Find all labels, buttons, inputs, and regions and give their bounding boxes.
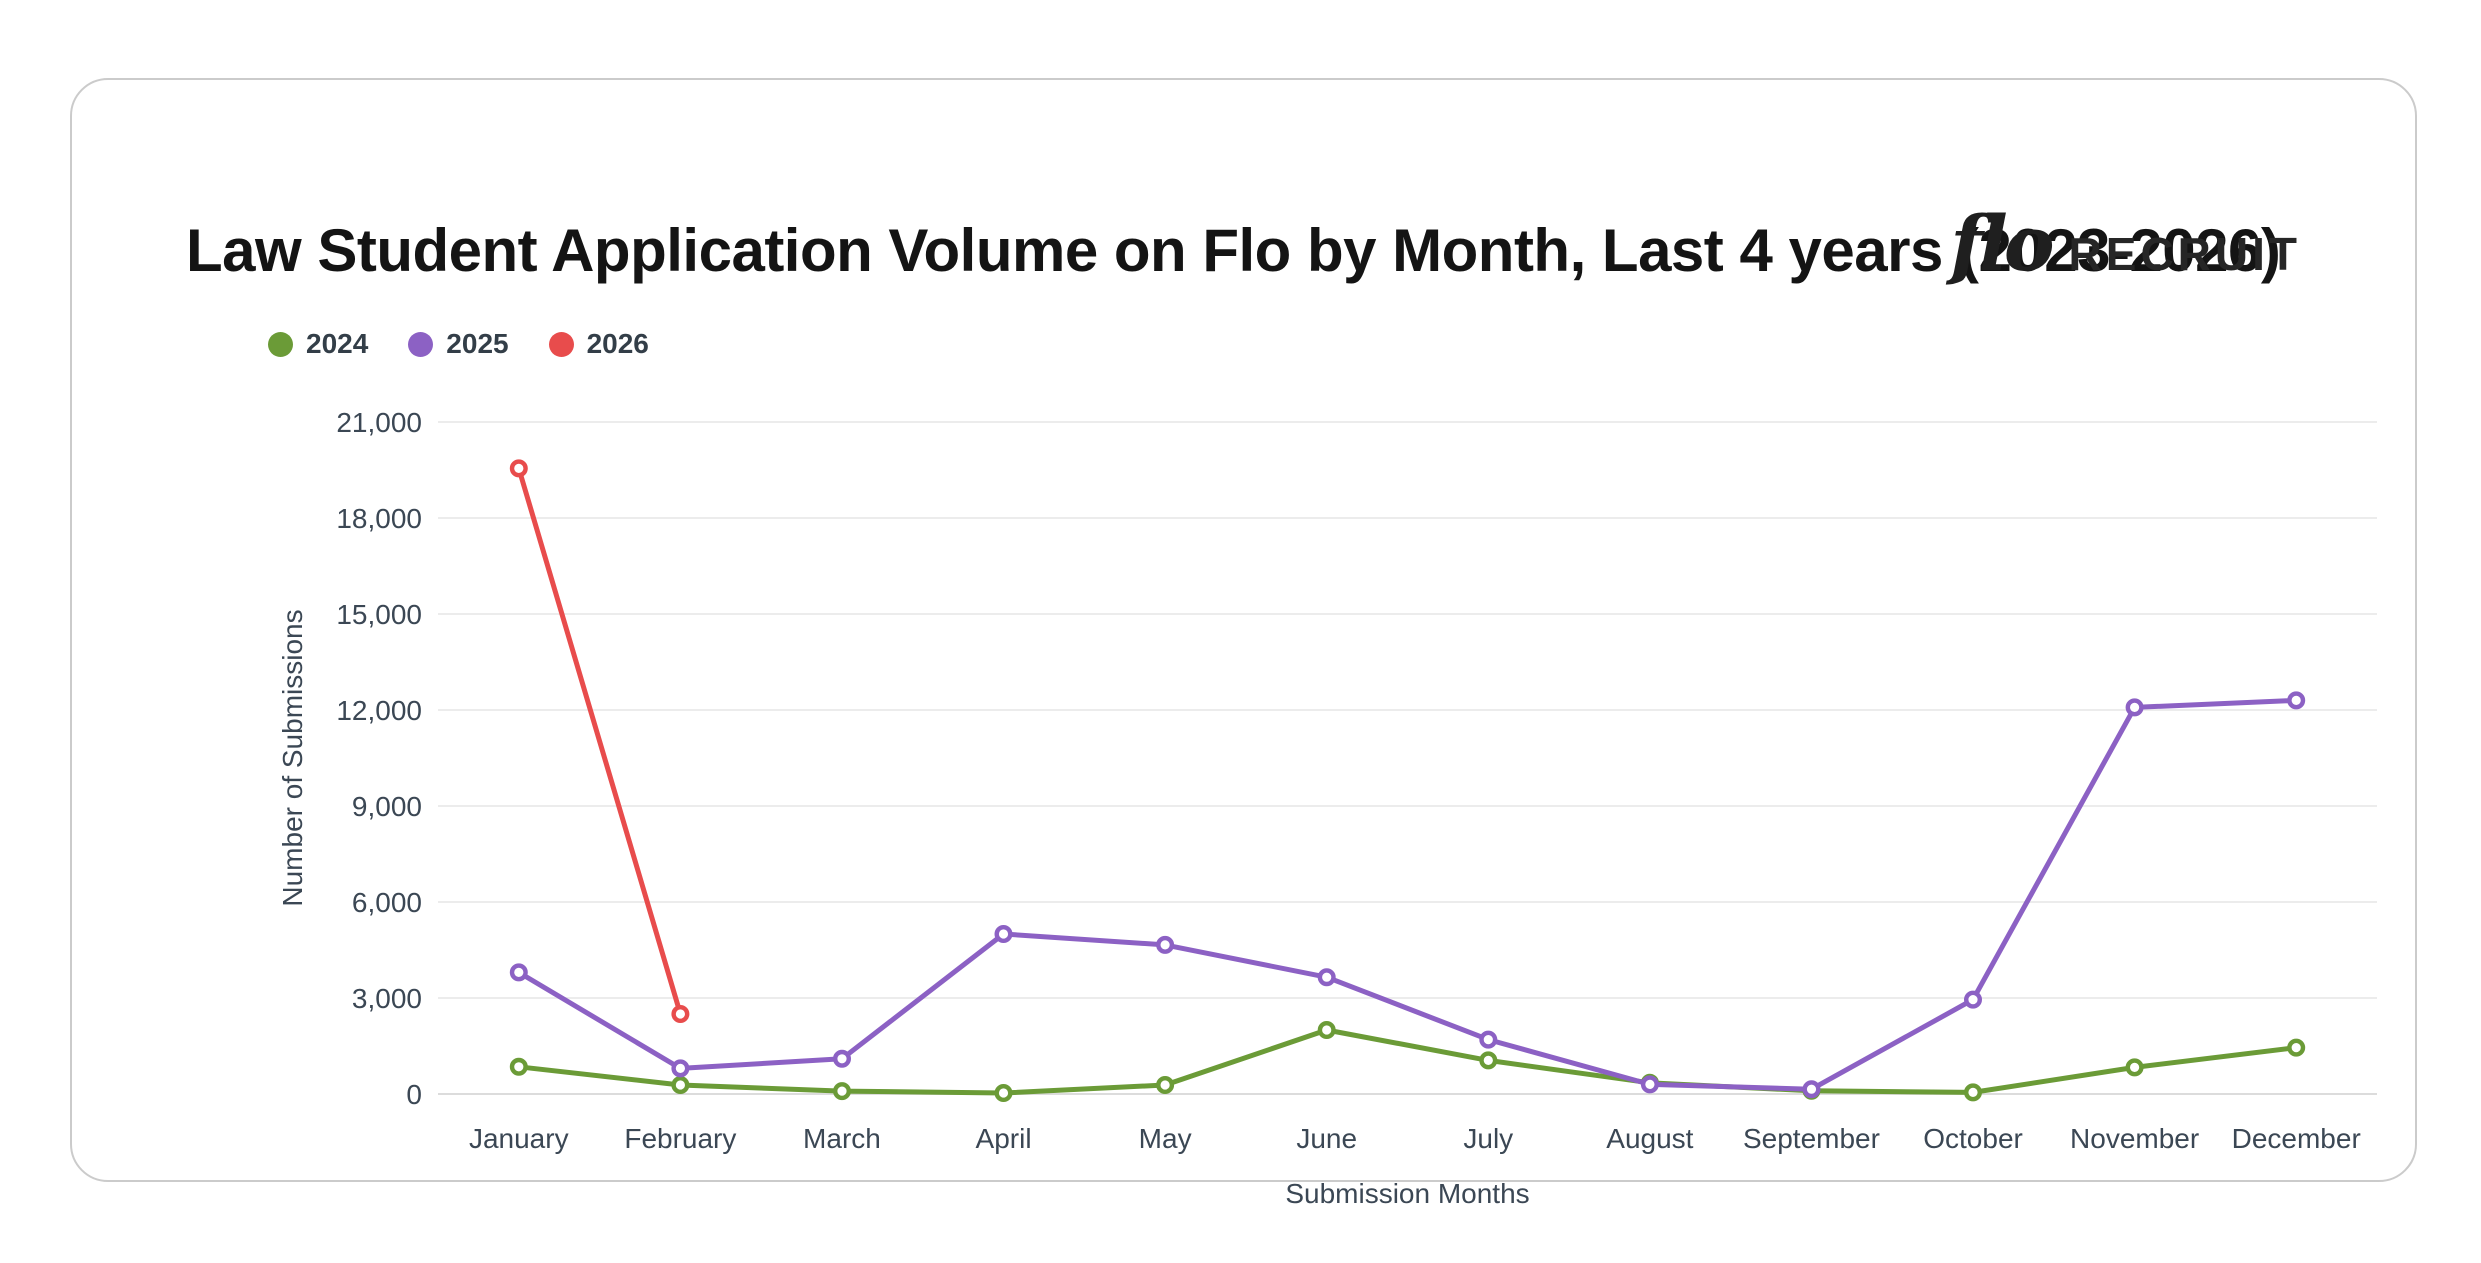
- legend-dot-2025: [408, 331, 434, 357]
- chart-card: Law Student Application Volume on Flo by…: [70, 78, 2417, 1209]
- flo-recruit-logo: flo RECRUIT: [1950, 206, 2301, 282]
- data-point-2024-November[interactable]: [2125, 1058, 2144, 1077]
- x-tick-label: November: [2070, 1123, 2199, 1154]
- legend-label: 2026: [586, 328, 649, 359]
- legend-item-2024[interactable]: 2024: [268, 328, 368, 360]
- data-point-2025-March[interactable]: [833, 1049, 852, 1068]
- data-point-2025-September[interactable]: [1802, 1080, 1821, 1099]
- chart-area: 0 3,000 6,000 9,000 12,000 15,000 18,000 21,000…: [222, 360, 2422, 1240]
- data-point-2025-January[interactable]: [509, 963, 528, 982]
- y-axis-title: Number of Submissions: [277, 609, 308, 906]
- data-point-2024-April[interactable]: [994, 1084, 1013, 1103]
- x-tick-label: October: [1923, 1123, 2023, 1154]
- x-tick-label: February: [624, 1123, 736, 1154]
- data-point-2025-June[interactable]: [1317, 968, 1336, 987]
- data-point-2024-March[interactable]: [833, 1082, 852, 1101]
- legend-label: 2024: [306, 328, 369, 359]
- legend-item-2025[interactable]: 2025: [408, 328, 509, 360]
- x-tick-label: December: [2232, 1123, 2361, 1154]
- chart-legend: 2024 2025 2026: [268, 328, 649, 360]
- logo-script-flo: flo: [1950, 199, 2054, 288]
- data-point-2024-May[interactable]: [1156, 1076, 1175, 1095]
- data-point-2024-February[interactable]: [671, 1076, 690, 1095]
- x-axis-title: Submission Months: [1285, 1178, 1529, 1209]
- data-point-2026-February[interactable]: [671, 1005, 690, 1024]
- data-point-2024-July[interactable]: [1479, 1051, 1498, 1070]
- y-tick-label: 18,000: [336, 503, 422, 534]
- x-tick-label: June: [1296, 1123, 1357, 1154]
- series-line-2025: [516, 697, 2299, 1092]
- x-tick-label: September: [1743, 1123, 1880, 1154]
- legend-dot-2026: [548, 331, 574, 357]
- data-point-2025-February[interactable]: [671, 1059, 690, 1078]
- y-tick-label: 21,000: [336, 407, 422, 438]
- x-tick-label: March: [803, 1123, 881, 1154]
- line-chart-svg: 0 3,000 6,000 9,000 12,000 15,000 18,000 21,000…: [277, 407, 2377, 1209]
- data-point-2025-July[interactable]: [1479, 1030, 1498, 1049]
- legend-label: 2025: [446, 328, 509, 359]
- data-point-2026-January[interactable]: [509, 459, 528, 478]
- x-tick-label: May: [1139, 1123, 1192, 1154]
- y-tick-label: 6,000: [352, 887, 422, 918]
- data-point-2025-December[interactable]: [2287, 691, 2306, 710]
- x-tick-label: January: [469, 1123, 569, 1154]
- x-tick-label: August: [1606, 1123, 1693, 1154]
- page-title: Law Student Application Volume on Flo by…: [186, 217, 2281, 284]
- data-point-2025-April[interactable]: [994, 925, 1013, 944]
- y-tick-label: 15,000: [336, 599, 422, 630]
- data-point-2025-November[interactable]: [2125, 698, 2144, 717]
- data-point-2025-August[interactable]: [1640, 1075, 1659, 1094]
- y-tick-label: 0: [406, 1079, 422, 1110]
- y-tick-label: 3,000: [352, 983, 422, 1014]
- x-tick-label: April: [976, 1123, 1032, 1154]
- series-line-2024: [516, 1027, 2299, 1096]
- legend-item-2026[interactable]: 2026: [548, 328, 649, 360]
- data-point-2025-October[interactable]: [1963, 990, 1982, 1009]
- logo-wordmark-recruit: RECRUIT: [2068, 228, 2301, 280]
- y-tick-label: 9,000: [352, 791, 422, 822]
- x-tick-label: July: [1463, 1123, 1513, 1154]
- data-point-2024-December[interactable]: [2287, 1038, 2306, 1057]
- data-point-2024-October[interactable]: [1963, 1083, 1982, 1102]
- legend-dot-2024: [268, 331, 293, 357]
- series-line-2026: [516, 465, 683, 1017]
- y-tick-label: 12,000: [336, 695, 422, 726]
- data-point-2024-June[interactable]: [1317, 1021, 1336, 1040]
- data-point-2024-January[interactable]: [509, 1057, 528, 1076]
- data-point-2025-May[interactable]: [1156, 935, 1175, 954]
